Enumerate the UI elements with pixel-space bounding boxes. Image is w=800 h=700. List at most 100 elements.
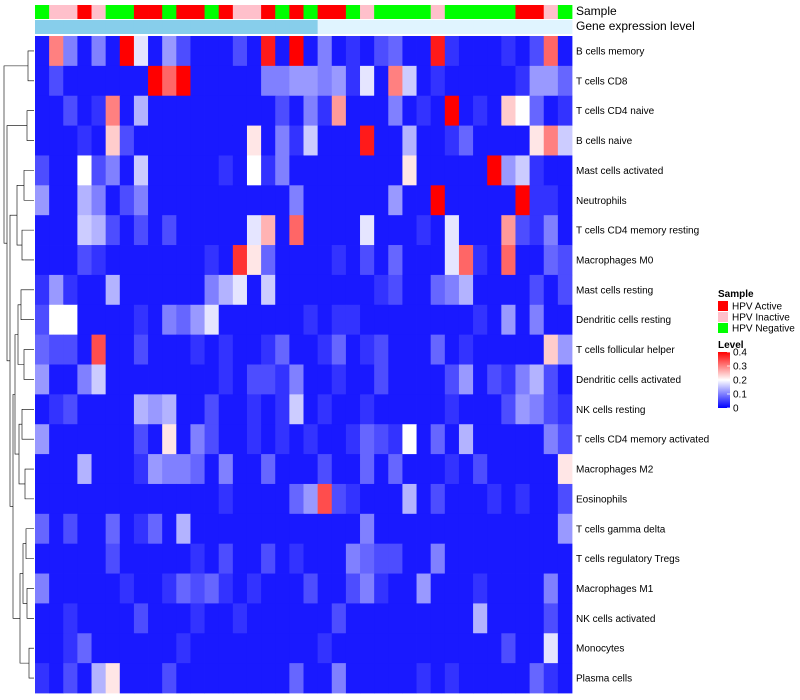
heatmap-cell	[416, 215, 432, 246]
heatmap-cell	[557, 543, 573, 574]
heatmap-cell	[176, 394, 191, 425]
heatmap-cell	[501, 663, 516, 694]
heatmap-cell	[374, 633, 389, 664]
heatmap-cell	[218, 215, 234, 246]
heatmap-cell	[529, 125, 545, 156]
heatmap-cell	[232, 364, 248, 395]
heatmap-cell	[232, 633, 248, 664]
heatmap-cell	[416, 65, 432, 97]
heatmap-cell	[218, 155, 234, 186]
heatmap-cell	[91, 245, 107, 276]
heatmap-cell	[105, 394, 121, 425]
colorbar-tick-label: 0.4	[733, 348, 747, 359]
heatmap-cell	[77, 633, 92, 664]
heatmap-cell	[360, 245, 375, 276]
heatmap-cell	[501, 185, 516, 216]
heatmap-cell	[430, 274, 446, 306]
heatmap-cell	[218, 394, 234, 425]
heatmap-cell	[430, 304, 446, 336]
heatmap-cell	[331, 483, 347, 515]
heatmap-cell	[430, 155, 446, 186]
heatmap-cell	[402, 483, 417, 515]
heatmap-cell	[176, 364, 191, 395]
heatmap-cell	[303, 245, 319, 276]
heatmap-cell	[35, 95, 50, 126]
heatmap-cell	[345, 364, 361, 395]
heatmap-cell	[402, 274, 417, 306]
heatmap-cell	[444, 215, 460, 246]
heatmap-cell	[444, 304, 460, 336]
heatmap-cell	[487, 454, 502, 485]
heatmap-cell	[105, 245, 121, 276]
heatmap-cell	[317, 603, 333, 634]
heatmap-cell	[49, 36, 64, 67]
heatmap-cell	[458, 394, 474, 425]
heatmap-cell	[331, 513, 347, 545]
heatmap-cell	[275, 483, 290, 515]
sample-annotation-cell	[515, 5, 531, 19]
heatmap-cell	[473, 215, 488, 246]
heatmap-cell	[402, 215, 417, 246]
heatmap-cell	[543, 125, 559, 156]
heatmap-cell	[529, 245, 545, 276]
heatmap-cell	[49, 65, 64, 97]
heatmap-cell	[557, 663, 573, 694]
heatmap-cell	[529, 215, 545, 246]
heatmap-cell	[289, 513, 304, 545]
heatmap-cell	[77, 215, 92, 246]
heatmap-cell	[49, 125, 64, 156]
heatmap-cell	[218, 603, 234, 634]
heatmap-cell	[416, 334, 432, 365]
heatmap-cell	[430, 543, 446, 574]
heatmap-cell	[275, 215, 290, 246]
heatmap-cell	[275, 543, 290, 574]
heatmap-cell	[275, 36, 290, 67]
heatmap-cell	[35, 573, 50, 604]
heatmap-cell	[275, 155, 290, 186]
heatmap-cell	[91, 185, 107, 216]
heatmap-cell	[204, 274, 220, 306]
heatmap-cell	[63, 633, 78, 664]
heatmap-cell	[374, 603, 389, 634]
heatmap-cell	[345, 334, 361, 365]
heatmap-cell	[91, 394, 107, 425]
heatmap-cell	[119, 483, 135, 515]
row-label: Neutrophils	[576, 196, 627, 207]
heatmap-cell	[77, 125, 92, 156]
heatmap-cell	[91, 633, 107, 664]
heatmap-cell	[246, 36, 262, 67]
heatmap-cell	[374, 573, 389, 604]
heatmap-cell	[430, 394, 446, 425]
row-label: B cells memory	[576, 46, 644, 57]
heatmap-cell	[529, 603, 545, 634]
heatmap-cell	[204, 394, 220, 425]
heatmap-cell	[501, 215, 516, 246]
heatmap-cell	[331, 185, 347, 216]
heatmap-cell	[430, 245, 446, 276]
heatmap-cell	[416, 95, 432, 126]
heatmap-cell	[317, 185, 333, 216]
heatmap-cell	[303, 394, 319, 425]
heatmap-cell	[360, 125, 375, 156]
heatmap-cell	[176, 215, 191, 246]
heatmap-cell	[204, 155, 220, 186]
heatmap-cell	[473, 663, 488, 694]
sample-annotation-cell	[487, 5, 502, 19]
heatmap-cell	[487, 483, 502, 515]
heatmap-cell	[444, 543, 460, 574]
heatmap-cell	[275, 125, 290, 156]
heatmap-cell	[218, 663, 234, 694]
heatmap-cell	[148, 513, 163, 545]
heatmap-cell	[543, 274, 559, 306]
heatmap-cell	[388, 215, 403, 246]
heatmap-cell	[529, 65, 545, 97]
heatmap-cell	[190, 483, 205, 515]
heatmap-cell	[430, 95, 446, 126]
heatmap-cell	[218, 65, 234, 97]
heatmap-cell	[77, 603, 92, 634]
sample-annotation-cell	[430, 5, 446, 19]
heatmap-cell	[119, 274, 135, 306]
expression-annotation-cell	[119, 20, 135, 34]
heatmap-cell	[261, 663, 276, 694]
heatmap-cell	[190, 155, 205, 186]
